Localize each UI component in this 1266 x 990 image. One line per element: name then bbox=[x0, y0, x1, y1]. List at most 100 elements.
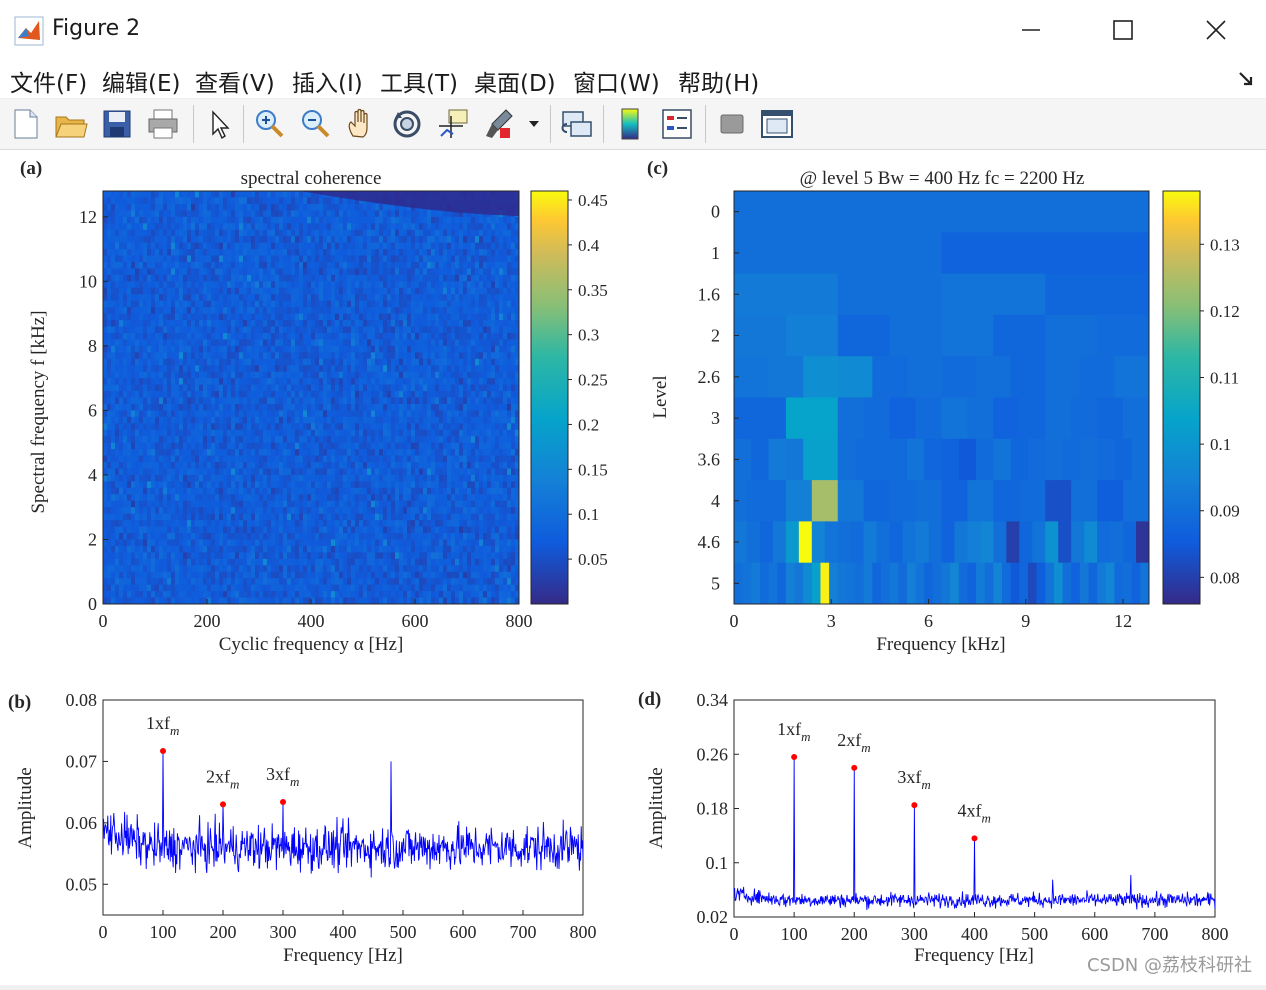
heatmap-a-cell bbox=[383, 378, 388, 385]
heatmap-a-cell bbox=[487, 345, 492, 353]
heatmap-a-cell bbox=[399, 403, 404, 411]
heatmap-a-cell bbox=[119, 300, 124, 308]
heatmap-a-cell bbox=[343, 300, 348, 308]
heatmap-a-cell bbox=[159, 236, 164, 243]
close-button[interactable] bbox=[1193, 10, 1239, 50]
heatmap-a-cell bbox=[371, 423, 376, 431]
heatmap-a-cell bbox=[123, 378, 128, 385]
minimize-button[interactable] bbox=[1008, 10, 1054, 50]
menu-desktop[interactable]: 桌面(D) bbox=[474, 71, 556, 97]
zoom-in-icon[interactable] bbox=[251, 106, 287, 142]
heatmap-a-cell bbox=[299, 397, 304, 405]
heatmap-a-cell bbox=[343, 468, 348, 476]
heatmap-a-cell bbox=[207, 358, 212, 366]
rotate-3d-icon[interactable] bbox=[389, 106, 425, 142]
heatmap-a-cell bbox=[331, 462, 336, 469]
heatmap-a-cell bbox=[135, 294, 140, 302]
heatmap-a-cell bbox=[215, 307, 220, 314]
hide-plot-tools-icon[interactable] bbox=[714, 106, 750, 142]
heatmap-a-cell bbox=[211, 352, 216, 360]
heatmap-a-cell bbox=[235, 326, 240, 334]
heatmap-a-cell bbox=[167, 300, 172, 308]
heatmap-a-cell bbox=[491, 358, 496, 366]
heatmap-a-cell bbox=[483, 462, 488, 469]
heatmap-a-cell bbox=[127, 358, 132, 366]
heatmap-a-cell bbox=[515, 332, 519, 340]
heatmap-a-cell bbox=[435, 274, 440, 282]
open-file-icon[interactable] bbox=[53, 106, 89, 142]
heatmap-a-cell bbox=[203, 320, 208, 327]
heatmap-a-cell bbox=[331, 281, 336, 289]
heatmap-a-cell bbox=[243, 378, 248, 385]
legend-icon[interactable] bbox=[659, 106, 695, 142]
heatmap-a-cell bbox=[203, 474, 208, 482]
heatmap-a-cell bbox=[243, 229, 248, 237]
show-plot-tools-icon[interactable] bbox=[759, 106, 795, 142]
heatmap-a-cell bbox=[499, 287, 504, 295]
menu-edit[interactable]: 编辑(E) bbox=[102, 71, 181, 97]
heatmap-a-cell bbox=[255, 487, 260, 495]
save-icon[interactable] bbox=[99, 106, 135, 142]
menu-file[interactable]: 文件(F) bbox=[10, 71, 88, 97]
heatmap-a-cell bbox=[251, 313, 256, 321]
colorbar-icon[interactable] bbox=[612, 106, 648, 142]
heatmap-a-cell bbox=[319, 320, 324, 327]
menu-window[interactable]: 窗口(W) bbox=[573, 71, 660, 97]
print-icon[interactable] bbox=[145, 106, 181, 142]
heatmap-a-cell bbox=[295, 294, 300, 302]
menu-help[interactable]: 帮助(H) bbox=[678, 71, 760, 97]
heatmap-a-cell bbox=[503, 345, 508, 353]
heatmap-a-cell bbox=[199, 358, 204, 366]
new-figure-icon[interactable] bbox=[8, 106, 44, 142]
zoom-out-icon[interactable] bbox=[297, 106, 333, 142]
menu-tools[interactable]: 工具(T) bbox=[380, 71, 458, 97]
heatmap-a-cell bbox=[131, 339, 136, 347]
heatmap-a-cell bbox=[231, 455, 236, 463]
heatmap-a-cell bbox=[235, 436, 240, 444]
heatmap-a-cell bbox=[427, 481, 432, 489]
undock-icon[interactable] bbox=[1236, 68, 1258, 90]
heatmap-a-cell bbox=[315, 487, 320, 495]
heatmap-a-cell bbox=[399, 339, 404, 347]
heatmap-a-cell bbox=[271, 403, 276, 411]
heatmap-a-cell bbox=[423, 345, 428, 353]
heatmap-a-cell bbox=[415, 320, 420, 327]
heatmap-a-cell bbox=[135, 281, 140, 289]
heatmap-a-cell bbox=[295, 410, 300, 418]
heatmap-a-cell bbox=[451, 462, 456, 469]
heatmap-a-cell bbox=[439, 391, 444, 398]
heatmap-a-cell bbox=[475, 481, 480, 489]
pan-hand-icon[interactable] bbox=[343, 106, 379, 142]
heatmap-a-cell bbox=[223, 474, 228, 482]
heatmap-a-cell bbox=[351, 281, 356, 289]
heatmap-a-cell bbox=[299, 236, 304, 243]
heatmap-a-cell bbox=[155, 223, 160, 231]
select-arrow-icon[interactable] bbox=[201, 106, 237, 142]
brush-icon[interactable] bbox=[482, 106, 518, 142]
heatmap-a-cell bbox=[291, 397, 296, 405]
heatmap-a-cell bbox=[183, 268, 188, 276]
heatmap-a-cell bbox=[411, 294, 416, 302]
heatmap-a-cell bbox=[171, 320, 176, 327]
maximize-button[interactable] bbox=[1100, 10, 1146, 50]
heatmap-a-cell bbox=[103, 455, 108, 463]
heatmap-a-cell bbox=[135, 345, 140, 353]
heatmap-a-cell bbox=[271, 197, 276, 205]
heatmap-a-cell bbox=[151, 397, 156, 405]
menu-insert[interactable]: 插入(I) bbox=[292, 71, 363, 97]
data-cursor-icon[interactable] bbox=[435, 106, 471, 142]
heatmap-a-cell bbox=[199, 487, 204, 495]
brush-dropdown-icon[interactable] bbox=[526, 106, 542, 142]
heatmap-a-cell bbox=[143, 442, 148, 450]
heatmap-a-cell bbox=[439, 339, 444, 347]
heatmap-a-cell bbox=[183, 326, 188, 334]
link-plot-icon[interactable] bbox=[559, 106, 595, 142]
heatmap-a-cell bbox=[119, 203, 124, 211]
heatmap-a-cell bbox=[223, 261, 228, 269]
heatmap-a-cell bbox=[211, 223, 216, 231]
heatmap-a-cell bbox=[307, 442, 312, 450]
heatmap-a-cell bbox=[179, 294, 184, 302]
heatmap-a-cell bbox=[207, 274, 212, 282]
heatmap-a-cell bbox=[435, 300, 440, 308]
menu-view[interactable]: 查看(V) bbox=[195, 71, 275, 97]
